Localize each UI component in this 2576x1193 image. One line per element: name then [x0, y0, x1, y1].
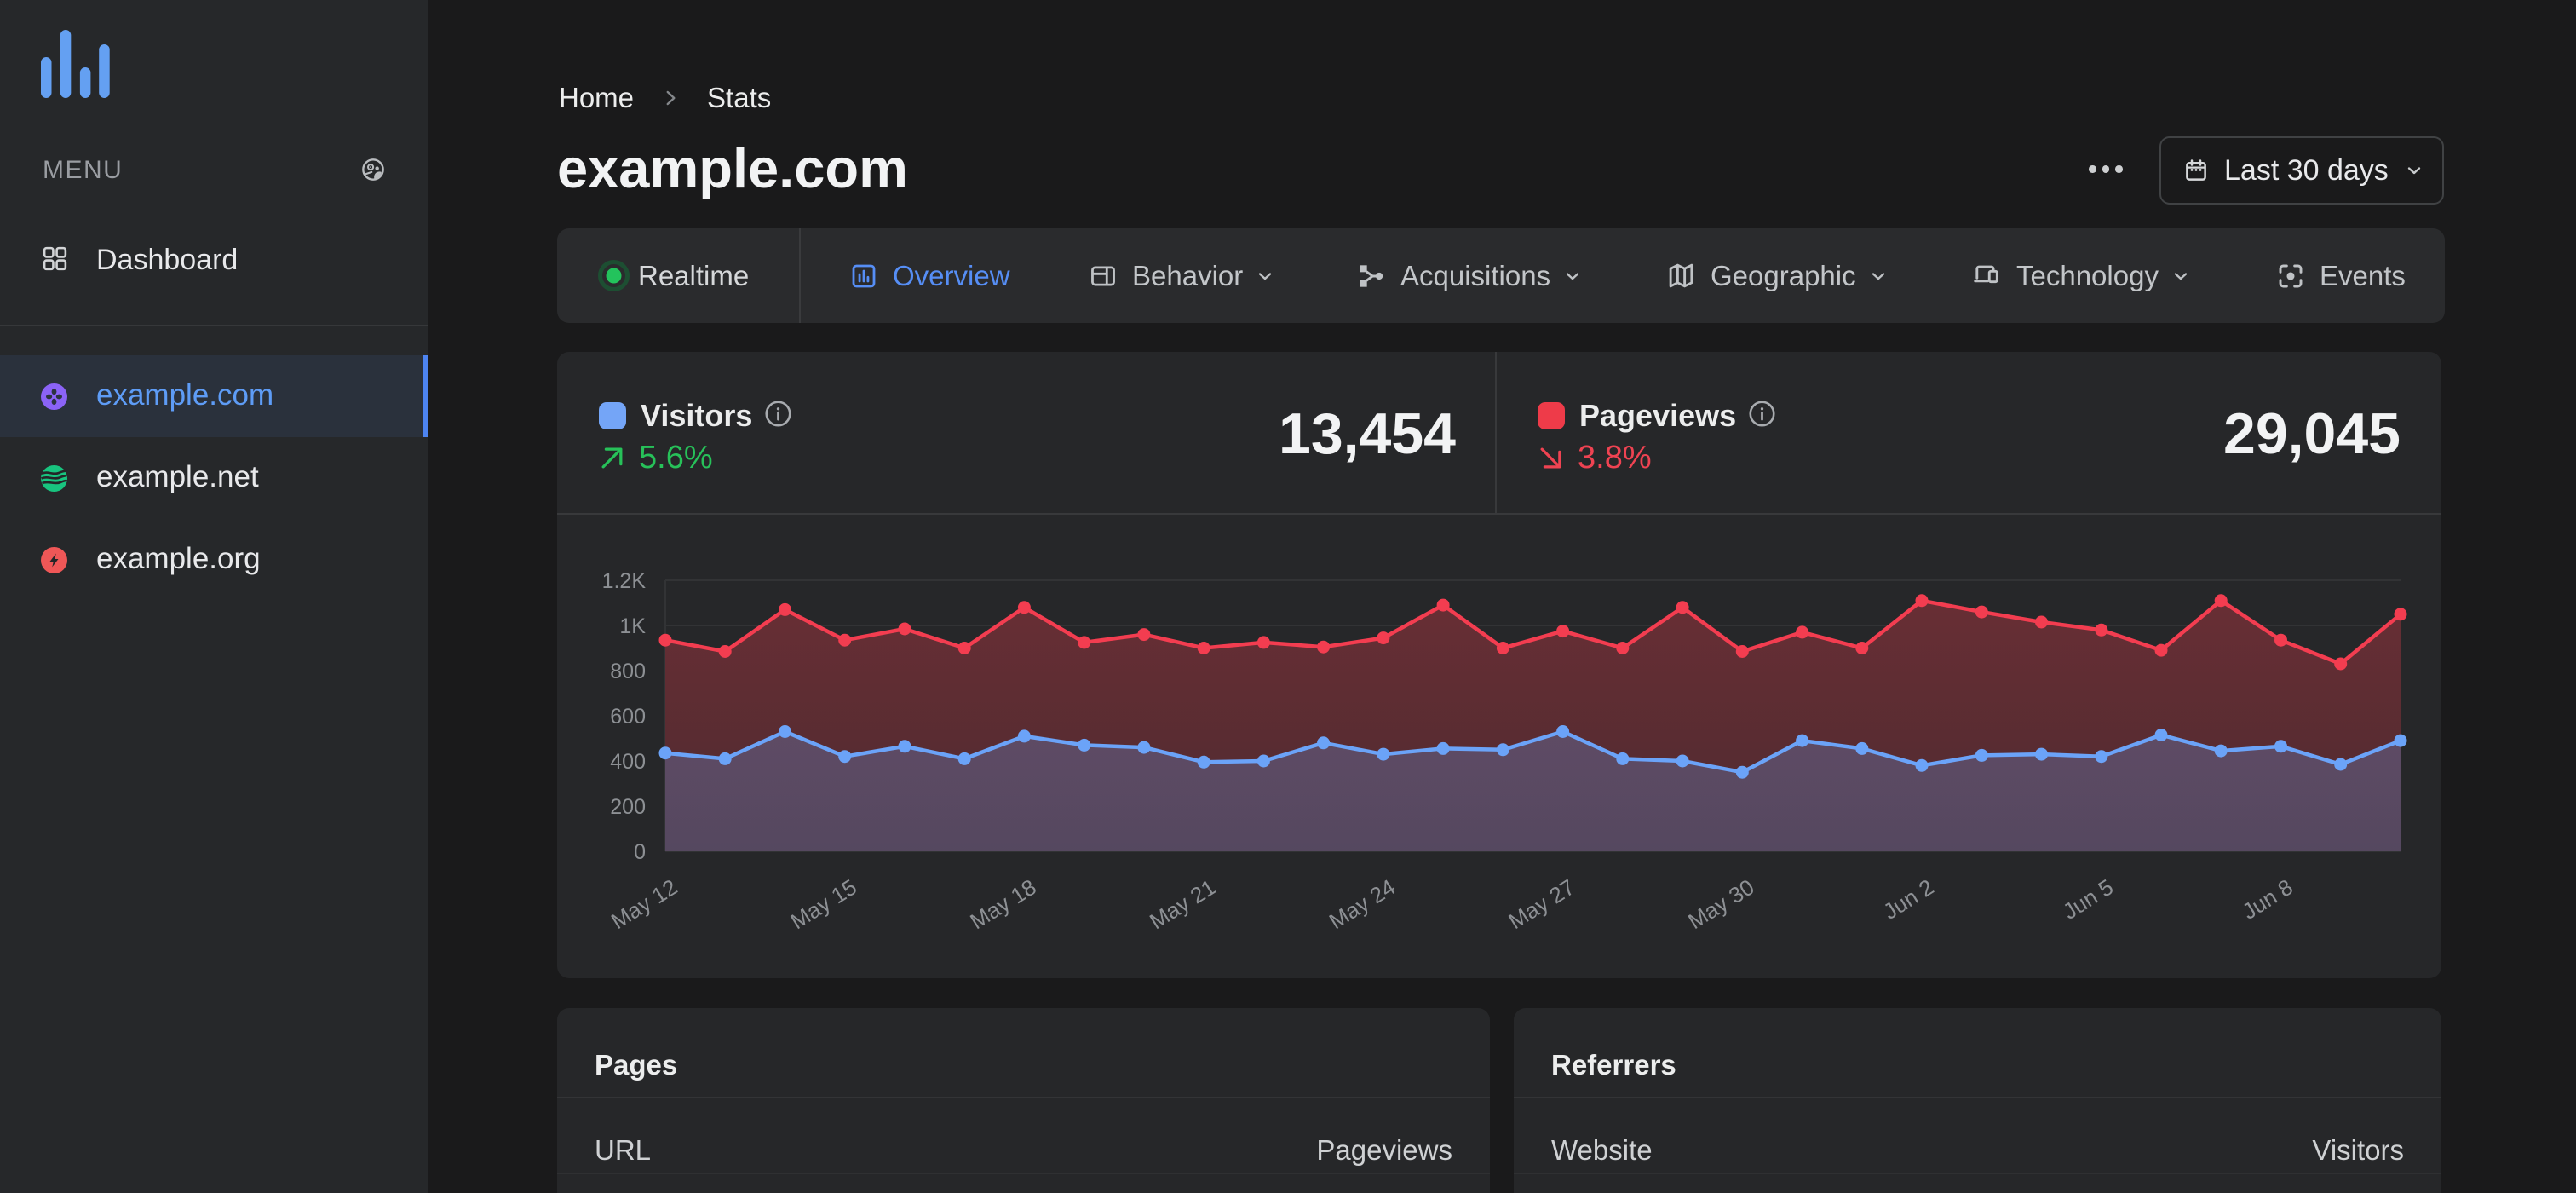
svg-text:600: 600 — [610, 705, 646, 729]
svg-text:1.2K: 1.2K — [602, 569, 647, 593]
svg-text:May 27: May 27 — [1504, 874, 1579, 935]
svg-text:May 12: May 12 — [607, 874, 681, 935]
svg-text:May 24: May 24 — [1325, 874, 1400, 935]
svg-text:May 18: May 18 — [965, 874, 1040, 935]
svg-text:May 15: May 15 — [786, 874, 861, 935]
svg-text:1K: 1K — [619, 614, 646, 638]
svg-text:200: 200 — [610, 795, 646, 819]
svg-text:May 30: May 30 — [1683, 874, 1758, 935]
svg-text:800: 800 — [610, 660, 646, 683]
svg-text:Jun 8: Jun 8 — [2238, 874, 2297, 925]
svg-text:Jun 2: Jun 2 — [1878, 874, 1938, 925]
svg-text:Jun 5: Jun 5 — [2058, 874, 2118, 925]
svg-text:May 21: May 21 — [1145, 874, 1220, 935]
svg-text:400: 400 — [610, 750, 646, 774]
svg-text:0: 0 — [634, 840, 646, 864]
